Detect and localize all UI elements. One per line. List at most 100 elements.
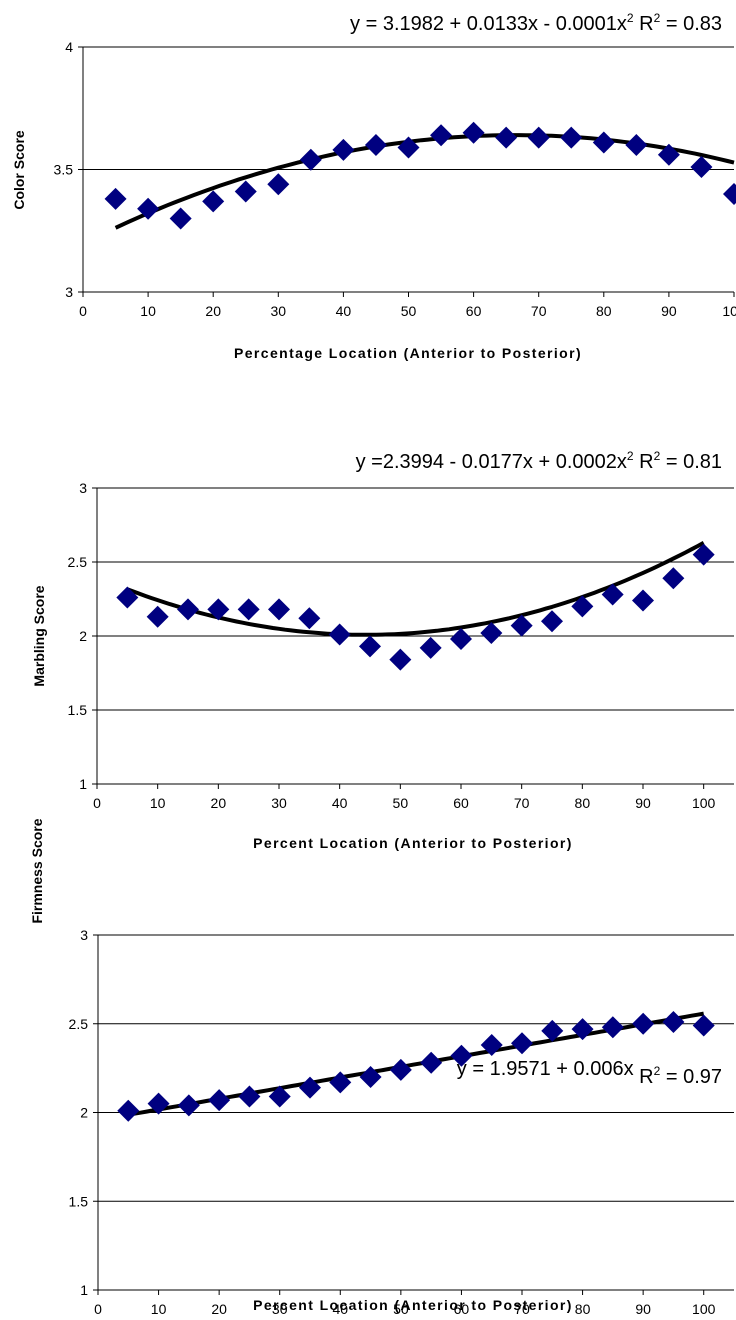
- firmness-y-tick-label: 1: [80, 1282, 88, 1298]
- color-x-tick-label: 80: [596, 303, 612, 319]
- color-data-point: [690, 156, 713, 179]
- color-data-point: [104, 187, 127, 210]
- marbling-data-point: [116, 586, 139, 609]
- color-x-tick-label: 0: [79, 303, 87, 319]
- marbling-x-tick-label: 20: [211, 795, 227, 811]
- color-data-point: [657, 143, 680, 166]
- firmness-x-tick-label: 50: [393, 1301, 409, 1317]
- marbling-y-axis-label: Marbling Score: [31, 585, 47, 686]
- color-x-axis-label: Percentage Location (Anterior to Posteri…: [234, 345, 582, 361]
- firmness-data-point: [541, 1019, 564, 1042]
- color-data-point: [137, 197, 160, 220]
- marbling-data-point: [632, 589, 654, 612]
- marbling-data-point: [328, 623, 351, 646]
- firmness-equation: y = 1.9571 + 0.006x R2 = 0.97: [457, 1058, 722, 1088]
- firmness-x-tick-label: 80: [575, 1301, 591, 1317]
- marbling-plot-area: 11.522.530 10 20 30 40 50 60 70 80 90 100: [68, 480, 734, 811]
- firmness-data-point: [662, 1010, 685, 1033]
- marbling-data-point: [359, 635, 381, 658]
- firmness-data-point: [511, 1032, 533, 1055]
- marbling-data-point: [571, 595, 594, 618]
- marbling-y-tick-label: 1: [79, 776, 87, 792]
- color-data-point: [723, 183, 736, 205]
- marbling-data-point: [510, 614, 533, 637]
- marbling-x-axis-label: Percent Location (Anterior to Posterior): [253, 835, 573, 851]
- firmness-data-point: [268, 1085, 291, 1108]
- firmness-y-axis-label: Firmness Score: [29, 818, 45, 923]
- marbling-equation: y =2.3994 - 0.0177x + 0.0002x2 R2 = 0.81: [356, 449, 722, 473]
- marbling-trend-line: [126, 541, 705, 637]
- marbling-data-point: [541, 610, 563, 633]
- color-plot-area: 33.540102030405060708090100: [54, 39, 736, 319]
- color-data-point: [430, 124, 453, 147]
- color-chart: y = 3.1982 + 0.0133x - 0.0001x2 R2 = 0.8…: [11, 11, 736, 361]
- color-data-point: [332, 138, 355, 161]
- firmness-data-point: [632, 1012, 655, 1035]
- firmness-data-point: [177, 1094, 200, 1117]
- color-equation: y = 3.1982 + 0.0133x - 0.0001x2 R2 = 0.8…: [350, 11, 722, 35]
- marbling-x-tick-label: 10: [150, 795, 166, 811]
- color-x-tick-label: 20: [205, 303, 221, 319]
- marbling-x-tick-label: 100: [692, 795, 716, 811]
- marbling-data-point: [177, 598, 199, 621]
- marbling-data-point: [662, 567, 685, 590]
- marbling-x-tick-label: 40: [332, 795, 348, 811]
- marbling-x-tick-label: 30: [271, 795, 287, 811]
- marbling-data-point: [692, 543, 715, 566]
- firmness-x-tick-label: 10: [151, 1301, 167, 1317]
- firmness-data-point: [299, 1076, 321, 1099]
- marbling-data-point: [298, 607, 321, 630]
- firmness-data-point: [359, 1066, 382, 1088]
- color-data-point: [267, 173, 290, 196]
- color-data-point: [462, 121, 485, 144]
- marbling-y-tick-label: 1.5: [68, 702, 88, 718]
- marbling-data-point: [419, 636, 442, 659]
- color-data-point: [234, 180, 257, 203]
- firmness-data-point: [692, 1014, 715, 1037]
- firmness-plot-area: 11.522.530 10 20 30 40 50 60 70 80 90 100: [69, 927, 734, 1317]
- marbling-x-tick-label: 80: [575, 795, 591, 811]
- marbling-data-point: [601, 583, 624, 606]
- firmness-x-tick-label: 30: [272, 1301, 288, 1317]
- firmness-y-tick-label: 3: [80, 927, 88, 943]
- firmness-data-point: [480, 1034, 503, 1057]
- firmness-chart: y = 1.9571 + 0.006x R2 = 0.97 Firmness S…: [29, 818, 734, 1317]
- marbling-data-point: [389, 648, 412, 671]
- marbling-y-tick-label: 2: [79, 628, 87, 644]
- marbling-data-point: [237, 598, 260, 621]
- marbling-data-point: [207, 598, 230, 621]
- firmness-y-tick-label: 2.5: [69, 1016, 89, 1032]
- color-data-point: [299, 148, 322, 171]
- marbling-data-point: [450, 627, 472, 650]
- marbling-x-tick-label: 50: [393, 795, 409, 811]
- color-data-point: [625, 134, 648, 156]
- firmness-data-point: [450, 1044, 473, 1067]
- color-x-tick-label: 10: [140, 303, 156, 319]
- firmness-x-axis-label: Percent Location (Anterior to Posterior): [253, 1297, 573, 1313]
- color-data-point: [560, 126, 583, 149]
- color-y-axis-label: Color Score: [11, 130, 27, 210]
- firmness-data-point: [389, 1058, 412, 1081]
- color-data-point: [592, 131, 615, 154]
- firmness-x-tick-label: 40: [332, 1301, 348, 1317]
- color-data-point: [495, 126, 518, 149]
- color-data-point: [364, 134, 387, 156]
- marbling-y-tick-label: 3: [79, 480, 87, 496]
- color-y-tick-label: 3: [65, 284, 73, 300]
- color-data-point: [169, 207, 192, 230]
- firmness-data-point: [601, 1016, 624, 1039]
- marbling-x-tick-label: 90: [635, 795, 651, 811]
- color-x-tick-label: 50: [401, 303, 417, 319]
- marbling-chart: y =2.3994 - 0.0177x + 0.0002x2 R2 = 0.81…: [31, 449, 734, 851]
- color-x-tick-label: 100: [722, 303, 736, 319]
- firmness-y-tick-label: 1.5: [69, 1193, 89, 1209]
- firmness-data-point: [420, 1051, 443, 1074]
- color-data-point: [527, 126, 550, 149]
- firmness-y-tick-label: 2: [80, 1105, 88, 1121]
- marbling-x-tick-label: 60: [453, 795, 469, 811]
- firmness-data-point: [147, 1092, 170, 1115]
- marbling-data-point: [146, 605, 169, 628]
- color-x-tick-label: 40: [336, 303, 352, 319]
- marbling-data-point: [480, 622, 503, 645]
